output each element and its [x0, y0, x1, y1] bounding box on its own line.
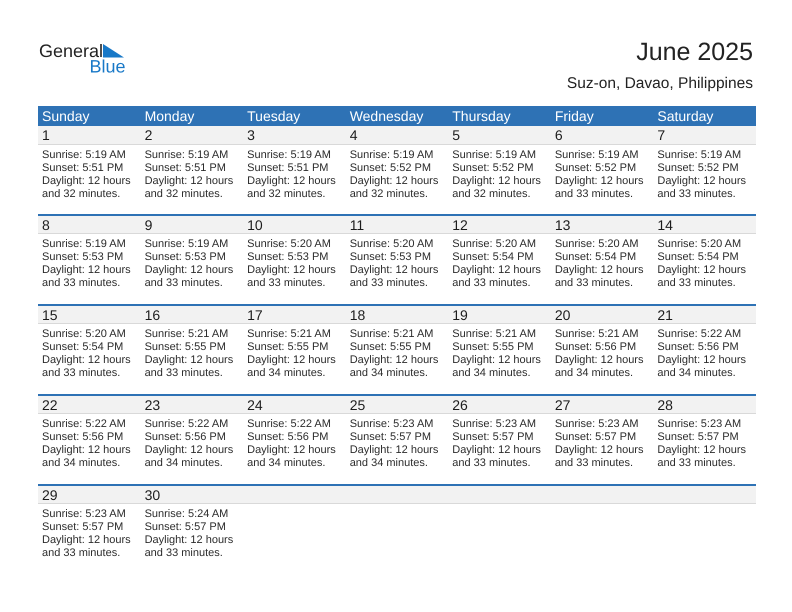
svg-text:Blue: Blue — [90, 57, 126, 75]
